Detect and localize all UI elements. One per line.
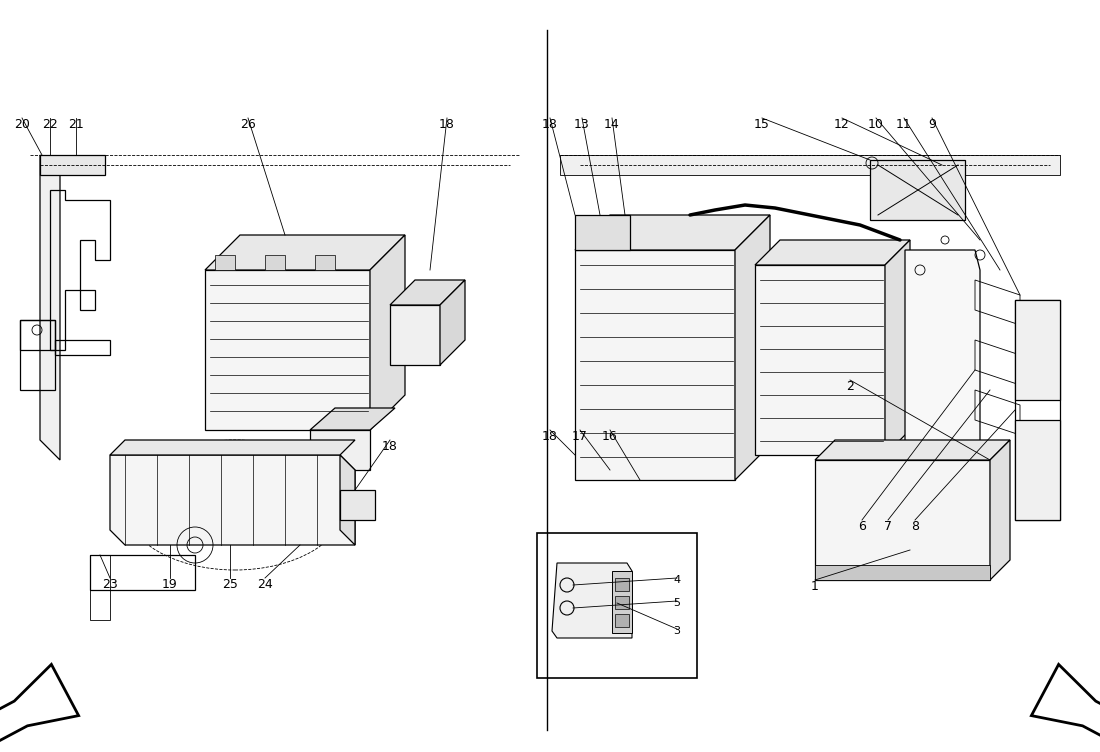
Polygon shape [575, 215, 630, 250]
Text: 18: 18 [542, 430, 558, 443]
Text: 12: 12 [834, 118, 850, 131]
Polygon shape [205, 270, 370, 430]
Text: 26: 26 [240, 118, 256, 131]
Polygon shape [310, 408, 395, 430]
Polygon shape [990, 440, 1010, 580]
Polygon shape [390, 280, 465, 305]
Polygon shape [1032, 665, 1100, 752]
Polygon shape [615, 578, 629, 591]
Text: 18: 18 [382, 440, 398, 453]
Polygon shape [815, 460, 990, 580]
Text: 8: 8 [911, 520, 918, 533]
Polygon shape [0, 665, 78, 752]
Polygon shape [110, 455, 355, 545]
Text: 4: 4 [673, 575, 681, 585]
Polygon shape [755, 240, 910, 265]
Polygon shape [1015, 300, 1060, 400]
Polygon shape [552, 563, 632, 638]
Polygon shape [315, 255, 336, 270]
Polygon shape [440, 280, 465, 365]
Text: 18: 18 [439, 118, 455, 131]
Polygon shape [815, 565, 990, 580]
Polygon shape [265, 255, 285, 270]
Polygon shape [560, 155, 1060, 175]
Polygon shape [340, 455, 355, 545]
Polygon shape [735, 215, 770, 480]
Text: 25: 25 [222, 578, 238, 591]
Polygon shape [615, 596, 629, 609]
Text: 10: 10 [868, 118, 884, 131]
Text: 11: 11 [896, 118, 912, 131]
Text: 5: 5 [673, 598, 681, 608]
Polygon shape [110, 440, 355, 455]
Text: 16: 16 [602, 430, 618, 443]
Polygon shape [612, 571, 632, 633]
Polygon shape [390, 305, 440, 365]
Text: 20: 20 [14, 118, 30, 131]
Text: 1: 1 [811, 580, 818, 593]
Polygon shape [905, 250, 980, 520]
Polygon shape [310, 430, 370, 470]
Polygon shape [815, 440, 1010, 460]
Polygon shape [537, 533, 697, 678]
Polygon shape [370, 235, 405, 430]
Text: 7: 7 [884, 520, 892, 533]
Polygon shape [40, 155, 104, 175]
Text: 3: 3 [673, 626, 681, 636]
Text: 22: 22 [42, 118, 58, 131]
Text: 24: 24 [257, 578, 273, 591]
Polygon shape [615, 614, 629, 627]
Polygon shape [870, 160, 965, 220]
Text: 13: 13 [574, 118, 590, 131]
Polygon shape [575, 250, 735, 480]
Polygon shape [886, 240, 910, 455]
Polygon shape [1015, 420, 1060, 520]
Text: 23: 23 [102, 578, 118, 591]
Text: 2: 2 [846, 380, 854, 393]
Polygon shape [205, 235, 405, 270]
Text: 19: 19 [162, 578, 178, 591]
Text: 21: 21 [68, 118, 84, 131]
Polygon shape [214, 255, 235, 270]
Text: 17: 17 [572, 430, 587, 443]
Text: 15: 15 [755, 118, 770, 131]
Text: 18: 18 [542, 118, 558, 131]
Text: 6: 6 [858, 520, 866, 533]
Polygon shape [575, 215, 770, 250]
Text: 14: 14 [604, 118, 620, 131]
Polygon shape [40, 155, 60, 460]
Polygon shape [340, 490, 375, 520]
Polygon shape [755, 265, 886, 455]
Text: 9: 9 [928, 118, 936, 131]
